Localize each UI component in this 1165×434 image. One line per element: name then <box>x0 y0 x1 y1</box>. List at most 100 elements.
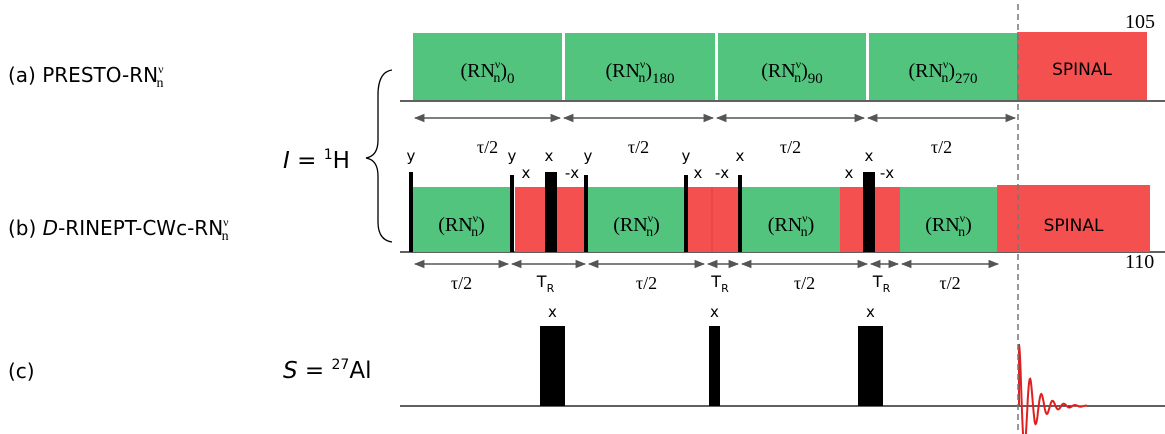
text-part: ) <box>801 60 808 82</box>
text-part: y <box>584 147 593 165</box>
text-part: τ/2 <box>628 137 649 157</box>
text-part: ν <box>943 57 949 71</box>
text-part: x <box>694 164 703 182</box>
text-part: 110 <box>1125 251 1154 273</box>
block-label: SPINAL <box>1044 216 1104 236</box>
delay-label: τ/2 <box>451 273 472 293</box>
text-part: n <box>157 76 164 91</box>
block-label: (RNν n) <box>768 211 815 240</box>
text-part: D <box>43 216 58 240</box>
sequence-label: (a) PRESTO-RNν n <box>8 62 164 91</box>
pulse-phase: x <box>865 147 874 165</box>
text-part: τ/2 <box>451 273 472 293</box>
text-part: ) <box>500 60 507 82</box>
text-part: n <box>471 225 478 240</box>
text-part: ) <box>948 60 955 82</box>
rf-pulse <box>709 326 720 406</box>
text-part: n <box>638 71 645 86</box>
text-part: n <box>646 225 653 240</box>
text-part: τ/2 <box>939 273 960 293</box>
delay-label: TR <box>872 272 891 295</box>
channel-label: I = 1H <box>283 147 350 174</box>
text-part: T <box>536 272 547 291</box>
text-part: τ/2 <box>794 273 815 293</box>
margin-number: 110 <box>1125 251 1154 273</box>
text-part: SPINAL <box>1044 216 1104 236</box>
text-part: τ/2 <box>636 273 657 293</box>
delay-label: τ/2 <box>477 137 498 157</box>
text-part: R <box>721 282 729 295</box>
rf-pulse <box>584 175 588 252</box>
text-part: x <box>845 164 854 182</box>
pulse-phase: y <box>584 147 593 165</box>
rf-pulse <box>684 175 688 252</box>
recoupling-block <box>588 187 685 252</box>
text-part: 180 <box>652 71 675 87</box>
block-label: (RNν n) <box>438 211 485 240</box>
text-part: x <box>736 147 745 165</box>
text-part: (RN <box>925 214 959 236</box>
text-part: x <box>865 147 874 165</box>
pulse-phase: x <box>845 164 854 182</box>
block-label: (RNν n)90 <box>761 57 823 87</box>
text-part: 0 <box>507 71 515 87</box>
pulse-phase: x <box>736 147 745 165</box>
text-part: (RN <box>605 60 639 82</box>
text-part: x <box>545 147 554 165</box>
text-part: ) <box>653 214 660 236</box>
sequence-label: (b) D-RINEPT-CWc-RNν n <box>8 215 229 244</box>
text-part: S <box>283 358 298 384</box>
delay-label: τ/2 <box>636 273 657 293</box>
pulse-phase: x <box>694 164 703 182</box>
pulse-phase: y <box>682 147 691 165</box>
rf-pulse <box>545 172 557 252</box>
pulse-phase: y <box>407 147 416 165</box>
block-label: (RNν n)270 <box>908 57 977 87</box>
delay-label: τ/2 <box>794 273 815 293</box>
text-part: R <box>547 282 555 295</box>
text-part: ν <box>473 211 479 225</box>
text-part: (RN <box>460 60 494 82</box>
delay-label: τ/2 <box>931 137 952 157</box>
text-part: (RN <box>438 214 472 236</box>
sequence-label: (c) <box>8 359 35 383</box>
text-part: (RN <box>613 214 647 236</box>
text-part: T <box>710 272 721 291</box>
block-label: (RNν n) <box>613 211 660 240</box>
recoupling-block <box>718 33 866 100</box>
delay-label: TR <box>710 272 729 295</box>
text-part: ) <box>478 214 485 236</box>
block-label: (RNν n)180 <box>605 57 674 87</box>
text-part: (b) <box>8 216 43 240</box>
text-part: (RN <box>908 60 942 82</box>
text-part: (a) <box>8 63 42 87</box>
text-part: τ/2 <box>780 137 801 157</box>
text-part: n <box>801 225 808 240</box>
channel-brace <box>365 69 393 243</box>
text-part: ) <box>965 214 972 236</box>
text-part: ν <box>802 211 808 225</box>
text-part: x <box>522 164 531 182</box>
recoupling-block <box>742 187 840 252</box>
text-part: ν <box>796 57 802 71</box>
text-part: 270 <box>955 71 978 87</box>
text-part: 90 <box>808 71 823 87</box>
text-part: n <box>493 71 500 86</box>
text-part: ν <box>960 211 966 225</box>
text-part: x <box>866 303 875 321</box>
text-part: 105 <box>1125 11 1155 33</box>
delay-label: τ/2 <box>628 137 649 157</box>
pulse-phase: -x <box>880 164 894 182</box>
text-part: τ/2 <box>931 137 952 157</box>
recoupling-block <box>413 33 562 100</box>
block-label: SPINAL <box>1052 60 1112 80</box>
delay-label: τ/2 <box>939 273 960 293</box>
text-part: I <box>283 148 290 174</box>
pulse-phase: x <box>548 303 557 321</box>
recoupling-block <box>869 33 1017 100</box>
text-part: PRESTO-RN <box>42 63 158 87</box>
text-part: SPINAL <box>1052 60 1112 80</box>
text-part: ν <box>648 211 654 225</box>
recoupling-block <box>900 187 997 252</box>
